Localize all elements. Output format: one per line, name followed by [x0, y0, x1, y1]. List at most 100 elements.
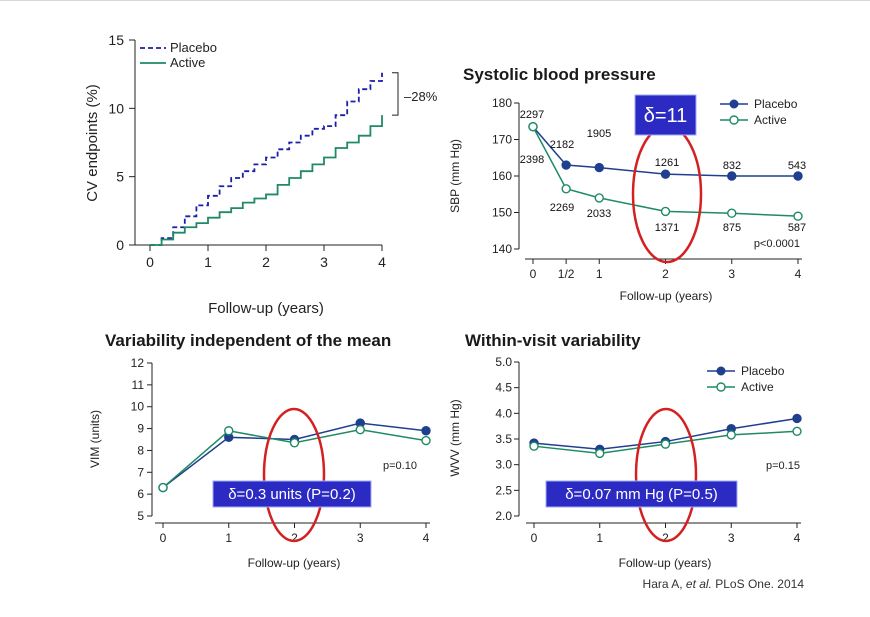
- vim-series-active-point: [158, 482, 168, 493]
- cv-legend-active-label: Active: [170, 55, 205, 70]
- vim-series-active-point: [355, 424, 365, 435]
- sbp-ylabel: SBP (mm Hg): [448, 139, 462, 213]
- sbp-active-n-label: 1371: [655, 222, 679, 234]
- vim-panel: Variability independent of the mean VIM …: [88, 331, 431, 570]
- cv-x-tick-label: 4: [378, 254, 386, 270]
- sbp-active-n-label: 587: [788, 222, 806, 234]
- citation: Hara A, et al. PLoS One. 2014: [643, 577, 805, 591]
- sbp-placebo-n-label: 543: [788, 160, 806, 172]
- cv-series-active-line: [150, 115, 383, 246]
- sbp-panel: Systolic blood pressure SBP (mm Hg) Foll…: [448, 65, 806, 303]
- vim-delta-box-label: δ=0.3 units (P=0.2): [228, 486, 356, 503]
- wvv-legend-placebo-label: Placebo: [741, 364, 785, 378]
- vim-xlabel: Follow-up (years): [248, 556, 341, 570]
- vim-y-tick-label: 10: [131, 400, 145, 414]
- citation-etal: et al.: [686, 577, 712, 591]
- wvv-legend-active-label: Active: [741, 380, 774, 394]
- sbp-active-n-label: 2033: [587, 208, 611, 220]
- cv-difference-bracket: [392, 72, 399, 116]
- sbp-placebo-n-label: 2297: [520, 109, 544, 121]
- sbp-x-tick-label: 2: [662, 267, 669, 281]
- cv-y-tick-label: 5: [116, 169, 124, 185]
- wvv-y-tick-label: 4.5: [495, 381, 512, 395]
- top-divider: [0, 0, 870, 1]
- sbp-x-tick-label: 3: [728, 267, 735, 281]
- wvv-series-active-point: [529, 441, 539, 451]
- cv-reduction-annotation: –28%: [404, 89, 438, 104]
- wvv-x-tick-label: 0: [531, 531, 538, 545]
- vim-y-tick-label: 5: [137, 509, 144, 523]
- wvv-series-active-point: [726, 430, 736, 440]
- sbp-series-placebo-point: [727, 171, 737, 181]
- wvv-x-tick-label: 4: [794, 531, 801, 545]
- wvv-y-tick-label: 2.5: [495, 483, 512, 497]
- sbp-active-n-label: 875: [723, 222, 741, 234]
- citation-authors: Hara A,: [643, 577, 686, 591]
- vim-title: Variability independent of the mean: [105, 331, 391, 350]
- sbp-series-placebo-point: [793, 171, 803, 181]
- vim-x-tick-label: 1: [225, 531, 232, 545]
- sbp-placebo-n-label: 1905: [587, 128, 611, 140]
- sbp-placebo-n-label: 1261: [655, 157, 679, 169]
- wvv-delta-box: [545, 480, 738, 508]
- wvv-ylabel: WVV (mm Hg): [448, 399, 462, 476]
- wvv-p-value: p=0.15: [766, 460, 800, 472]
- sbp-y-tick-label: 170: [492, 133, 512, 147]
- wvv-title: Within-visit variability: [465, 331, 641, 350]
- wvv-series-active-point: [595, 448, 605, 459]
- cv-x-tick-label: 3: [320, 254, 328, 270]
- sbp-xlabel: Follow-up (years): [620, 289, 713, 303]
- sbp-placebo-n-label: 832: [723, 160, 741, 172]
- sbp-legend-active-swatch-marker: [729, 115, 739, 125]
- vim-series-active-point: [421, 435, 431, 446]
- sbp-series-placebo-point: [561, 160, 571, 170]
- vim-series-placebo-point: [421, 426, 431, 436]
- sbp-y-tick-label: 180: [492, 96, 512, 110]
- wvv-delta-box-label: δ=0.07 mm Hg (P=0.5): [565, 486, 718, 503]
- wvv-panel: Within-visit variability WVV (mm Hg) Fol…: [448, 331, 802, 570]
- vim-delta-box: [212, 480, 372, 508]
- wvv-x-tick-label: 3: [728, 531, 735, 545]
- cv-xlabel: Follow-up (years): [208, 300, 324, 317]
- sbp-series-active-point: [594, 193, 604, 203]
- vim-x-tick-label: 0: [160, 531, 167, 545]
- sbp-series-placebo-point: [594, 162, 604, 173]
- sbp-y-tick-label: 160: [492, 169, 512, 183]
- vim-x-tick-label: 3: [357, 531, 364, 545]
- sbp-legend-placebo-label: Placebo: [754, 97, 798, 111]
- wvv-x-tick-label: 1: [596, 531, 603, 545]
- sbp-active-n-label: 2269: [550, 202, 574, 214]
- cv-x-tick-label: 0: [146, 254, 154, 270]
- sbp-y-tick-label: 140: [492, 242, 512, 256]
- vim-y-tick-label: 8: [137, 443, 144, 457]
- cv-endpoints-panel: CV endpoints (%) Follow-up (years) Place…: [84, 32, 438, 317]
- wvv-y-tick-label: 5.0: [495, 355, 512, 369]
- sbp-series-active-point: [793, 211, 803, 221]
- sbp-legend-active-label: Active: [754, 113, 787, 127]
- sbp-active-n-label: 2398: [520, 154, 544, 166]
- vim-y-tick-label: 12: [131, 356, 145, 370]
- citation-journal: PLoS One. 2014: [712, 577, 804, 591]
- sbp-x-tick-label: 4: [795, 267, 802, 281]
- wvv-y-tick-label: 4.0: [495, 406, 512, 420]
- cv-series-placebo-line: [150, 72, 383, 246]
- sbp-series-active-point: [727, 208, 737, 218]
- vim-p-value: p=0.10: [383, 460, 417, 472]
- cv-x-tick-label: 1: [204, 254, 212, 270]
- vim-x-tick-label: 4: [423, 531, 430, 545]
- cv-y-tick-label: 10: [108, 100, 124, 116]
- sbp-delta-box: [634, 94, 697, 136]
- wvv-highlight-ellipse: [634, 407, 698, 543]
- wvv-x-tick-label: 2: [662, 531, 669, 545]
- wvv-series-placebo-point: [792, 413, 802, 424]
- vim-series-active-point: [224, 426, 234, 436]
- vim-x-tick-label: 2: [291, 531, 298, 545]
- sbp-legend-placebo-swatch-marker: [729, 99, 739, 109]
- sbp-x-tick-label: 1: [596, 267, 603, 281]
- wvv-series-active-point: [792, 426, 802, 436]
- sbp-delta-box-label: δ=11: [644, 105, 688, 127]
- vim-y-tick-label: 11: [132, 378, 145, 392]
- vim-highlight-ellipse: [262, 407, 326, 543]
- wvv-xlabel: Follow-up (years): [619, 556, 712, 570]
